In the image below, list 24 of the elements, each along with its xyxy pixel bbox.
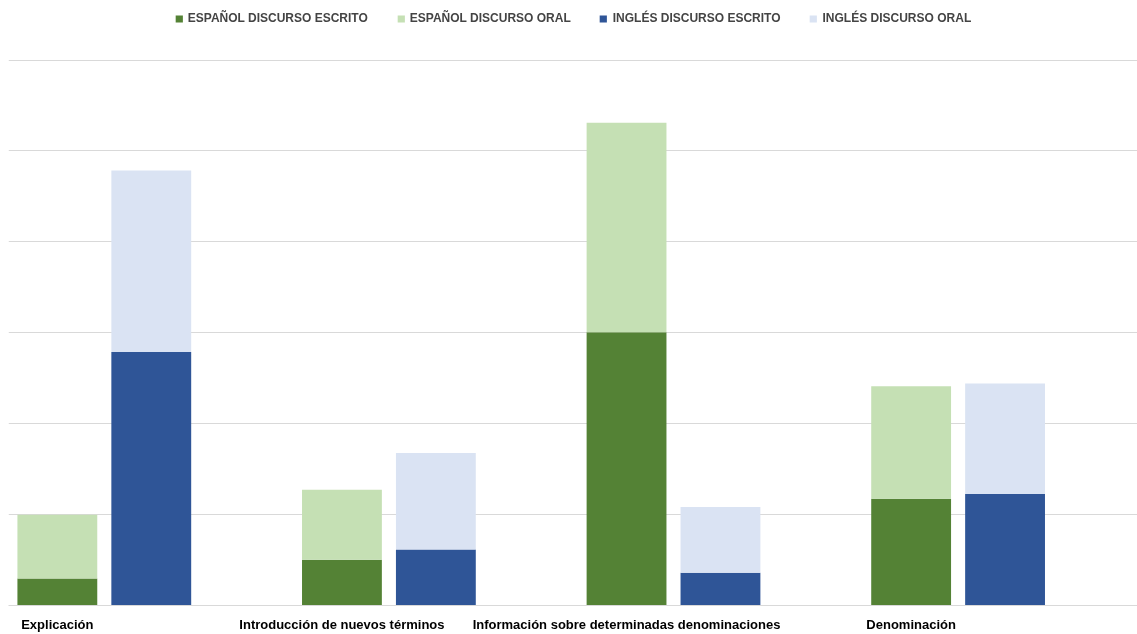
bar (871, 498, 952, 606)
bar (111, 352, 192, 606)
bar (965, 383, 1045, 494)
legend-label: INGLÉS DISCURSO ESCRITO (612, 11, 781, 25)
bar (111, 170, 192, 353)
legend-label: ESPAÑOL DISCURSO ORAL (409, 11, 571, 25)
x-tick-label: Introducción de nuevos términos (239, 616, 445, 632)
x-tick-label: Información sobre determinadas denominaciones (472, 616, 781, 632)
bar (302, 559, 382, 606)
bar (586, 332, 667, 606)
bar (17, 578, 98, 606)
bar (680, 572, 761, 606)
x-tick-label: Denominación (866, 616, 956, 632)
bar (395, 549, 476, 606)
x-tick-label: Explicación (21, 616, 94, 632)
bar (17, 514, 98, 579)
legend-label: ESPAÑOL DISCURSO ESCRITO (187, 11, 368, 25)
bar (680, 507, 761, 573)
bar (302, 489, 382, 560)
bar (965, 494, 1045, 606)
bar (871, 386, 952, 499)
bar (586, 122, 667, 333)
legend-label: INGLÉS DISCURSO ORAL (822, 11, 972, 25)
bar (395, 452, 476, 550)
